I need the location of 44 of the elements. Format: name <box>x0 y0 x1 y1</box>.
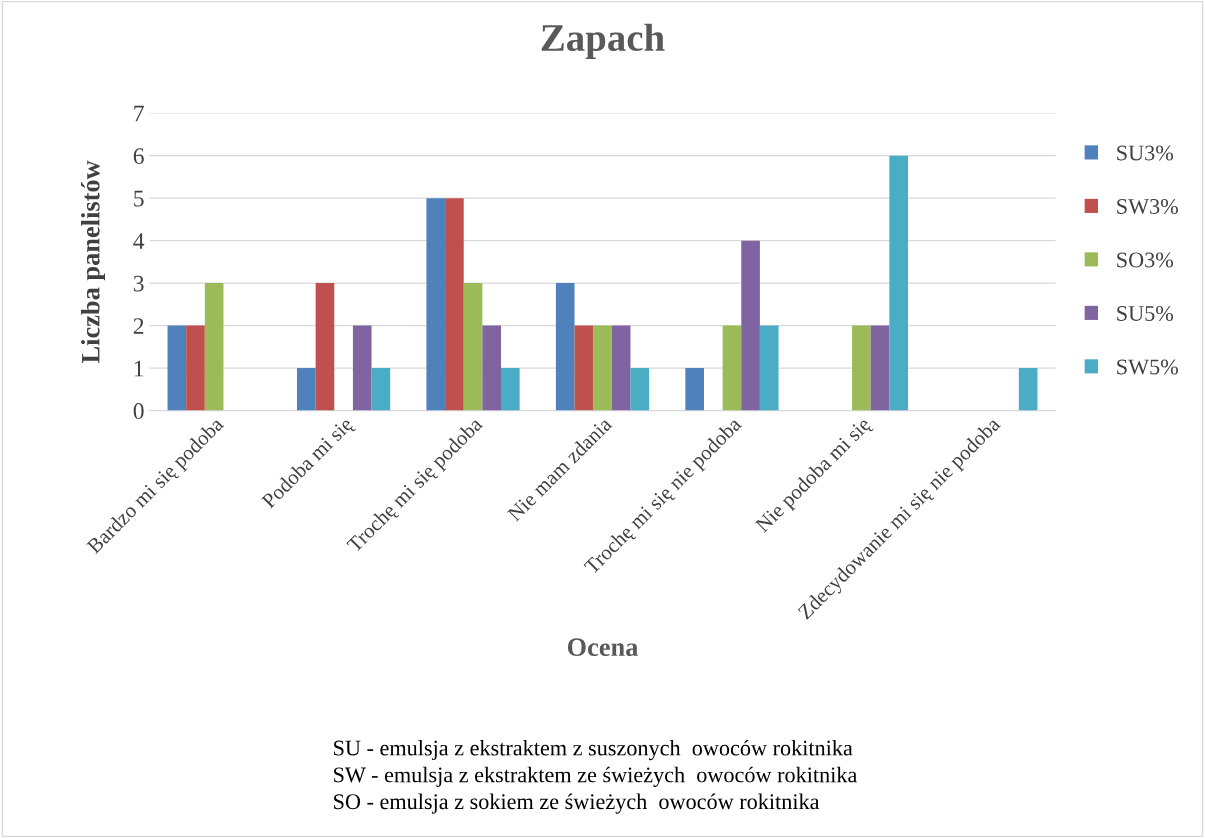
y-tick-label: 0 <box>133 403 144 420</box>
bar <box>315 283 335 411</box>
legend-label: SW5% <box>1117 359 1178 375</box>
bar <box>611 325 631 411</box>
bar <box>167 325 187 411</box>
y-tick-label: 3 <box>133 275 144 292</box>
bar <box>296 368 316 411</box>
bar <box>445 198 464 411</box>
bar <box>204 283 224 411</box>
bar <box>574 325 594 411</box>
bar <box>593 325 612 411</box>
y-tick-label: 6 <box>133 148 144 165</box>
bar <box>630 368 650 411</box>
y-tick-label: 1 <box>134 360 144 377</box>
x-axis-title: Ocena <box>567 638 639 657</box>
y-axis-title: Liczba panelistów <box>81 160 105 363</box>
bar <box>482 325 502 411</box>
legend-label: SU3% <box>1117 145 1174 161</box>
chart-title: Zapach <box>541 23 665 59</box>
text: SU - emulsja z ekstraktem z suszonych owoców rokitnika <box>334 739 853 761</box>
bar <box>870 325 890 411</box>
y-tick-label: 2 <box>133 318 144 334</box>
y-tick-label: 5 <box>134 190 144 207</box>
bar <box>555 283 575 411</box>
text: SO - emulsja z sokiem ze świeżych owoców rokitnika <box>334 793 820 814</box>
text: SW - emulsja z ekstraktem ze świeżych owoców rokitnika <box>334 766 858 787</box>
bar <box>852 325 871 411</box>
bar <box>352 325 372 411</box>
y-tick-label: 4 <box>133 233 145 249</box>
legend-label: SO3% <box>1117 252 1174 268</box>
bar <box>186 325 205 411</box>
y-tick-label: 7 <box>134 105 144 122</box>
bar <box>741 240 760 411</box>
bar <box>685 368 704 411</box>
bar <box>463 283 483 411</box>
legend-label: SW3% <box>1117 198 1178 215</box>
bar <box>426 198 446 411</box>
legend-label: SU5% <box>1117 305 1174 321</box>
bar <box>759 325 779 411</box>
bar <box>1018 368 1038 411</box>
bar <box>371 368 391 411</box>
bar <box>722 325 742 411</box>
bar <box>889 155 909 411</box>
bar <box>501 368 520 411</box>
